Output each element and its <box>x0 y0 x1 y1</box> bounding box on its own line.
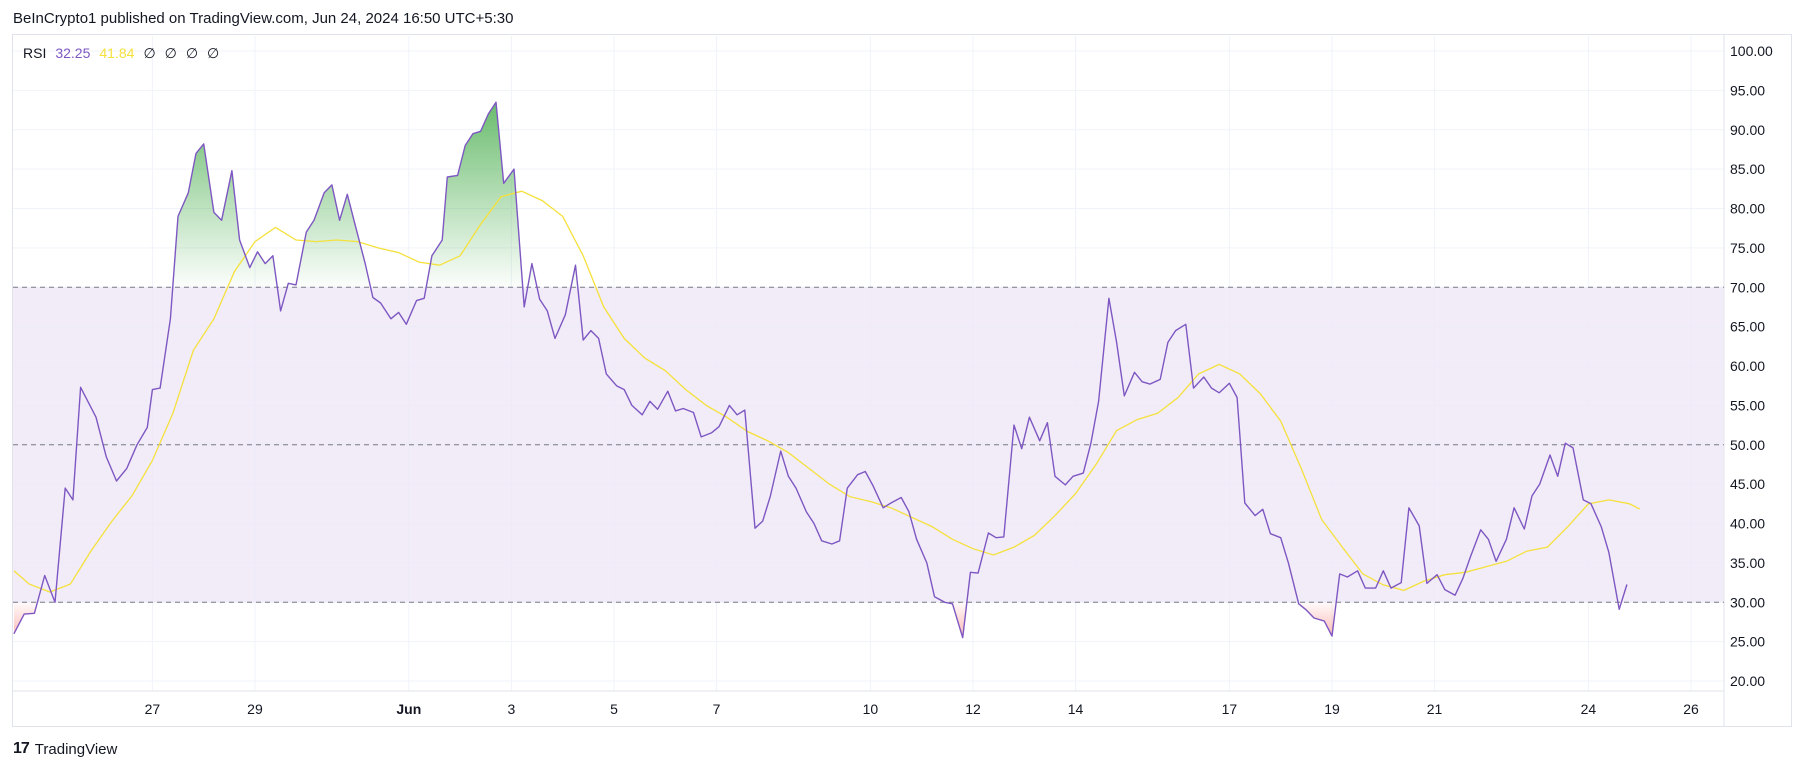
y-tick-label: 95.00 <box>1730 82 1765 98</box>
x-tick-label: 24 <box>1581 701 1597 717</box>
x-tick-label: 14 <box>1068 701 1084 717</box>
legend-rsi-value: 32.25 <box>55 45 91 61</box>
tradingview-brand: TradingView <box>34 740 118 758</box>
chart-pane[interactable] <box>12 34 1792 727</box>
x-tick-label: 17 <box>1222 701 1238 717</box>
legend-indicator-name: RSI <box>23 45 47 61</box>
rsi-line <box>13 101 1628 639</box>
ma-line <box>13 190 1640 593</box>
y-tick-label: 60.00 <box>1730 358 1765 374</box>
y-tick-label: 20.00 <box>1730 673 1765 689</box>
y-tick-label: 90.00 <box>1730 122 1765 138</box>
indicator-legend[interactable]: RSI 32.25 41.84 ∅ ∅ ∅ ∅ <box>23 45 219 62</box>
ma-line-group <box>13 190 1640 593</box>
x-tick-label: 27 <box>145 701 161 717</box>
y-tick-label: 80.00 <box>1730 201 1765 217</box>
x-tick-label: 7 <box>713 701 721 717</box>
legend-na-value: ∅ <box>143 45 156 61</box>
legend-ma-value: 41.84 <box>99 45 135 61</box>
legend-na-value: ∅ <box>185 45 199 61</box>
overbought-fill <box>172 102 578 288</box>
legend-na-value: ∅ <box>164 45 177 61</box>
x-tick-label: 10 <box>863 701 879 717</box>
tradingview-logo-icon: 17 <box>13 740 30 757</box>
x-tick-label: 5 <box>610 701 618 717</box>
y-tick-label: 45.00 <box>1730 476 1765 492</box>
x-tick-label: 26 <box>1683 701 1699 717</box>
y-tick-label: 40.00 <box>1730 516 1765 532</box>
y-tick-label: 75.00 <box>1730 240 1765 256</box>
tradingview-footer[interactable]: 17 TradingView <box>13 740 117 758</box>
x-axis: 27 29 Jun 3 5 7 10 12 14 17 19 21 24 26 <box>145 701 1699 717</box>
x-tick-label: 29 <box>247 701 263 717</box>
y-tick-label: 70.00 <box>1730 279 1765 295</box>
y-axis: 20.00 25.00 30.00 35.00 40.00 45.00 50.00 55.00… <box>1730 43 1773 689</box>
x-tick-label: 3 <box>508 701 516 717</box>
rsi-band <box>13 286 1724 603</box>
x-tick-label: Jun <box>396 701 421 717</box>
y-tick-label: 25.00 <box>1730 634 1765 650</box>
x-tick-label: 21 <box>1427 701 1443 717</box>
publisher-attribution: BeInCrypto1 published on TradingView.com… <box>13 10 514 27</box>
y-tick-label: 65.00 <box>1730 319 1765 335</box>
y-tick-label: 50.00 <box>1730 437 1765 453</box>
legend-na-value: ∅ <box>207 45 220 61</box>
rsi-extreme-fills <box>13 102 1627 638</box>
x-tick-label: 19 <box>1324 701 1340 717</box>
y-tick-label: 55.00 <box>1730 397 1765 413</box>
y-tick-label: 85.00 <box>1730 161 1765 177</box>
rsi-line-group <box>13 101 1628 639</box>
y-tick-label: 100.00 <box>1730 43 1773 59</box>
y-tick-label: 35.00 <box>1730 555 1765 571</box>
x-tick-label: 12 <box>965 701 981 717</box>
y-tick-label: 30.00 <box>1730 594 1765 610</box>
